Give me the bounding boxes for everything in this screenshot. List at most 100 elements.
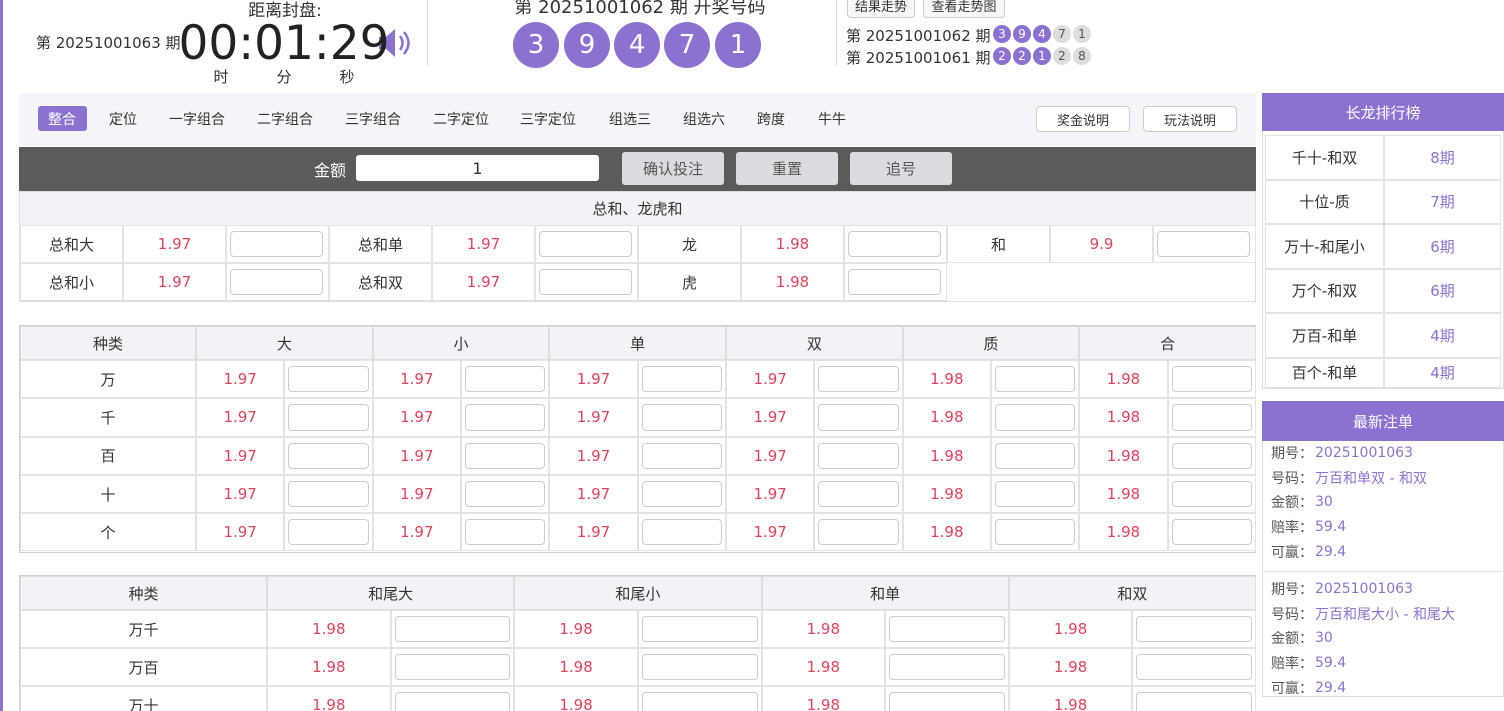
input[interactable] bbox=[465, 442, 546, 469]
input[interactable] bbox=[995, 366, 1076, 393]
input[interactable] bbox=[539, 231, 632, 257]
order-label: 赔率： bbox=[1271, 520, 1313, 537]
input[interactable] bbox=[818, 480, 899, 508]
input[interactable] bbox=[848, 269, 941, 295]
input[interactable] bbox=[539, 269, 632, 295]
cell-odds: 1.98 bbox=[1079, 360, 1168, 399]
input[interactable] bbox=[818, 519, 899, 546]
tab[interactable]: 整合 bbox=[37, 106, 87, 131]
input[interactable] bbox=[818, 404, 899, 431]
input[interactable] bbox=[641, 692, 758, 711]
input[interactable] bbox=[465, 366, 546, 393]
input[interactable] bbox=[1171, 404, 1252, 431]
order-separator bbox=[1264, 571, 1502, 572]
input[interactable] bbox=[889, 654, 1005, 680]
input[interactable] bbox=[995, 480, 1076, 508]
time-unit: 秒 bbox=[339, 67, 355, 86]
input[interactable] bbox=[641, 480, 722, 508]
left-border bbox=[0, 0, 3, 711]
input[interactable] bbox=[995, 404, 1076, 431]
input[interactable] bbox=[641, 442, 722, 469]
row-name: 百 bbox=[20, 436, 196, 475]
ranking-name: 千十-和双 bbox=[1265, 135, 1384, 180]
input[interactable] bbox=[641, 519, 722, 546]
input[interactable] bbox=[288, 480, 369, 508]
cell-name: 总和双 bbox=[329, 263, 432, 301]
help-button[interactable]: 玩法说明 bbox=[1143, 106, 1237, 132]
cell-input bbox=[1132, 686, 1256, 711]
input[interactable] bbox=[1171, 442, 1252, 469]
tab[interactable]: 跨度 bbox=[757, 111, 785, 128]
input[interactable] bbox=[230, 269, 323, 295]
input[interactable] bbox=[1171, 366, 1252, 393]
history-ball: 7 bbox=[1053, 25, 1071, 43]
bet-button[interactable]: 确认投注 bbox=[622, 152, 724, 185]
cell-input bbox=[637, 436, 726, 475]
input[interactable] bbox=[1136, 616, 1252, 642]
speaker-icon[interactable] bbox=[377, 26, 413, 60]
tab[interactable]: 牛牛 bbox=[818, 111, 846, 128]
tab[interactable]: 二字组合 bbox=[257, 111, 313, 128]
cell-odds: 1.98 bbox=[514, 648, 638, 686]
cell-input bbox=[226, 263, 329, 301]
input[interactable] bbox=[641, 366, 722, 393]
input[interactable] bbox=[465, 480, 546, 508]
bet-button[interactable]: 追号 bbox=[850, 152, 952, 185]
input[interactable] bbox=[288, 519, 369, 546]
input[interactable] bbox=[288, 442, 369, 469]
draw-ball: 9 bbox=[564, 22, 610, 68]
input[interactable] bbox=[394, 692, 511, 711]
input[interactable] bbox=[1171, 480, 1252, 508]
header-cell: 种类 bbox=[20, 576, 267, 610]
cell-odds: 1.97 bbox=[372, 474, 461, 514]
history-ball: 1 bbox=[1033, 47, 1051, 65]
input[interactable] bbox=[465, 519, 546, 546]
input[interactable] bbox=[818, 366, 899, 393]
input[interactable] bbox=[995, 442, 1076, 469]
cell-odds: 1.98 bbox=[267, 610, 391, 648]
cell-input bbox=[1167, 360, 1256, 399]
input[interactable] bbox=[288, 366, 369, 393]
input[interactable] bbox=[394, 616, 511, 642]
timer: 00:01:29 bbox=[178, 15, 390, 71]
input[interactable] bbox=[1136, 654, 1252, 680]
input[interactable] bbox=[1157, 231, 1250, 257]
order-label: 号码： bbox=[1271, 606, 1313, 623]
input[interactable] bbox=[889, 692, 1005, 711]
input[interactable] bbox=[641, 654, 758, 680]
input[interactable] bbox=[818, 442, 899, 469]
input[interactable] bbox=[848, 231, 941, 257]
tab[interactable]: 二字定位 bbox=[433, 111, 489, 128]
row-name: 万千 bbox=[20, 610, 267, 648]
input[interactable] bbox=[995, 519, 1076, 546]
cell-odds: 1.98 bbox=[741, 263, 844, 301]
tab[interactable]: 三字定位 bbox=[520, 111, 576, 128]
help-button[interactable]: 奖金说明 bbox=[1036, 106, 1130, 132]
tab[interactable]: 一字组合 bbox=[169, 111, 225, 128]
cell-input bbox=[284, 513, 373, 552]
order-label: 期号： bbox=[1271, 446, 1313, 462]
tab[interactable]: 组选六 bbox=[683, 111, 725, 128]
input[interactable] bbox=[641, 404, 722, 431]
bet-button[interactable]: 重置 bbox=[736, 152, 838, 185]
trend-button[interactable]: 查看走势图 bbox=[923, 0, 1005, 18]
cell-input bbox=[885, 648, 1009, 686]
tab[interactable]: 三字组合 bbox=[345, 111, 401, 128]
cell-odds: 9.9 bbox=[1050, 225, 1153, 263]
cell-odds: 1.97 bbox=[726, 398, 815, 437]
input[interactable] bbox=[394, 654, 511, 680]
tab[interactable]: 定位 bbox=[109, 111, 137, 128]
tab[interactable]: 组选三 bbox=[609, 111, 651, 128]
input[interactable] bbox=[1136, 692, 1252, 711]
input[interactable] bbox=[230, 231, 323, 257]
input[interactable] bbox=[641, 616, 758, 642]
trend-button[interactable]: 结果走势 bbox=[847, 0, 915, 18]
draw-ball: 1 bbox=[715, 22, 761, 68]
header-cell: 双 bbox=[726, 326, 903, 360]
input[interactable] bbox=[465, 404, 546, 431]
input[interactable] bbox=[889, 616, 1005, 642]
input[interactable] bbox=[288, 404, 369, 431]
input[interactable] bbox=[1171, 519, 1252, 546]
amount-input[interactable]: 1 bbox=[356, 155, 599, 181]
order-value: 59.4 bbox=[1315, 519, 1347, 536]
